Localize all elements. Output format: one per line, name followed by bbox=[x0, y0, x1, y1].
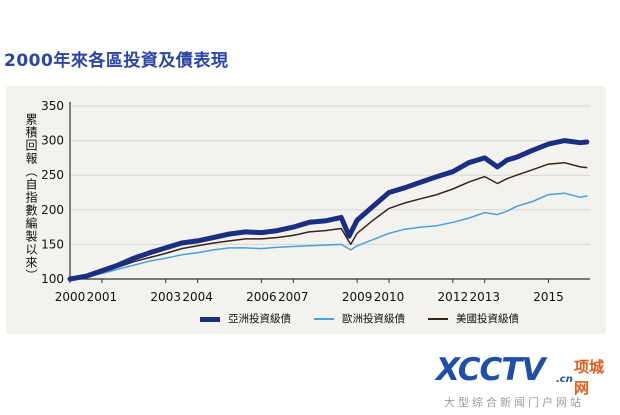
x-tick-label: 2009 bbox=[342, 290, 373, 304]
legend-label-europe: 歐洲投資級債 bbox=[342, 313, 405, 325]
legend-label-asia: 亞洲投資級債 bbox=[228, 313, 291, 325]
x-tick-label: 2000 bbox=[55, 290, 86, 304]
series-line-europe bbox=[69, 192, 588, 280]
legend-swatch-us bbox=[428, 318, 448, 320]
x-tick-label: 2015 bbox=[533, 290, 564, 304]
y-tick-label: 200 bbox=[41, 203, 64, 217]
x-tick-label: 2007 bbox=[278, 290, 309, 304]
y-tick-label: 300 bbox=[41, 134, 64, 148]
x-tick-label: 2003 bbox=[150, 290, 181, 304]
x-tick-label: 2012 bbox=[438, 290, 469, 304]
axis-layer bbox=[69, 102, 590, 283]
y-tick-label: 250 bbox=[41, 168, 64, 182]
y-axis-label: 累積回報（自指數編製以來） bbox=[24, 112, 38, 282]
x-tick-label: 2004 bbox=[182, 290, 213, 304]
site-watermark: XCCTV .cn 项城网 大型综合新闻门户网站 bbox=[406, 352, 616, 412]
page-title: 2000年來各區投資及債表現 bbox=[4, 51, 229, 71]
grid-layer bbox=[70, 105, 590, 245]
series-line-asia bbox=[67, 138, 590, 282]
legend-swatch-asia bbox=[200, 316, 220, 322]
series-layer bbox=[67, 138, 590, 282]
x-tick-label: 2013 bbox=[469, 290, 500, 304]
watermark-domain-suffix: .cn bbox=[556, 374, 573, 385]
legend-item-asia: 亞洲投資級債 bbox=[200, 311, 291, 326]
legend-item-europe: 歐洲投資級債 bbox=[314, 311, 405, 326]
x-tick-label: 2010 bbox=[374, 290, 405, 304]
legend-label-us: 美國投資級債 bbox=[456, 313, 519, 325]
series-line-us bbox=[69, 161, 588, 280]
y-tick-label: 150 bbox=[41, 237, 64, 251]
watermark-logo: XCCTV bbox=[436, 352, 545, 388]
legend-item-us: 美國投資級債 bbox=[428, 311, 519, 326]
watermark-brand: 项城网 bbox=[574, 358, 605, 397]
watermark-slogan: 大型综合新闻门户网站 bbox=[444, 396, 584, 409]
x-tick-label: 2006 bbox=[246, 290, 277, 304]
x-tick-label: 2001 bbox=[87, 290, 118, 304]
y-tick-label: 100 bbox=[41, 272, 64, 286]
y-tick-label: 350 bbox=[41, 99, 64, 113]
legend-swatch-europe bbox=[314, 318, 334, 320]
